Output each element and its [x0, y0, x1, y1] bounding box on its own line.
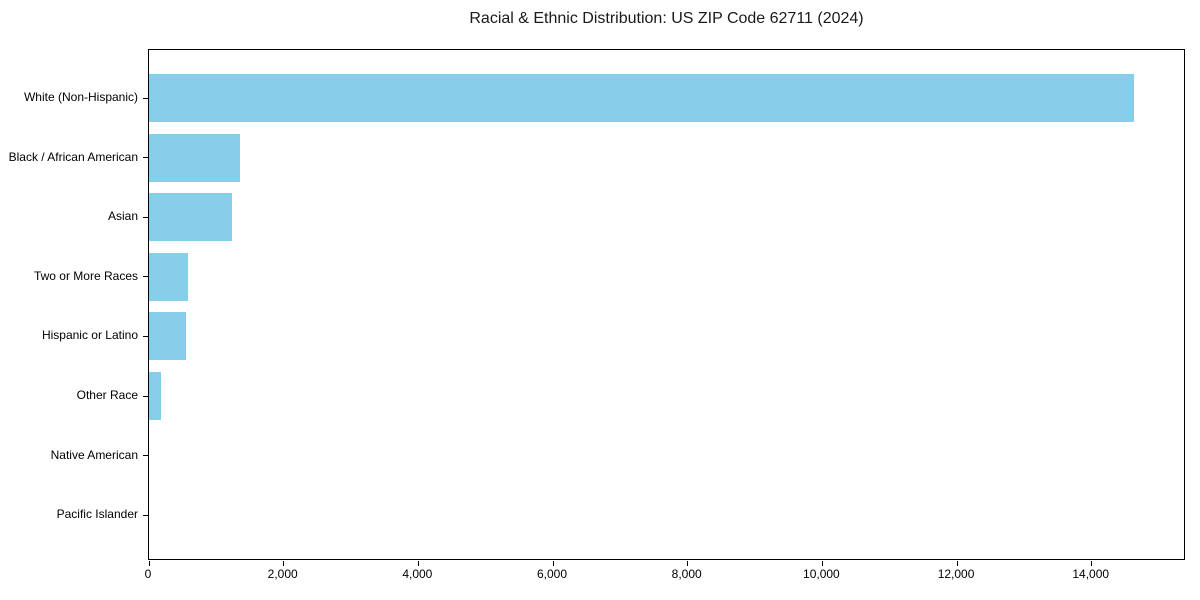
y-tick-asian	[143, 216, 148, 218]
x-tick-8-000	[687, 561, 689, 566]
x-tick-label-14-000: 14,000	[1072, 567, 1110, 581]
x-tick-14-000	[1091, 561, 1093, 566]
bar-two-or-more-races	[149, 252, 188, 301]
bar-asian	[149, 193, 233, 242]
y-tick-two-or-more-races	[143, 276, 148, 278]
x-tick-0	[148, 561, 150, 566]
x-tick-2-000	[283, 561, 285, 566]
x-tick-label-10-000: 10,000	[803, 567, 840, 581]
y-tick-pacific-islander	[143, 514, 148, 516]
y-label-other-race: Other Race	[76, 388, 138, 402]
plot-area	[143, 49, 1185, 566]
bar-white-non-hispanic	[149, 74, 1135, 122]
bar-other-race	[149, 372, 161, 420]
y-label-black-african-american: Black / African American	[8, 149, 138, 164]
y-tick-native-american	[143, 455, 148, 457]
bar-black-african-american	[149, 133, 241, 182]
x-tick-label-2-000: 2,000	[267, 567, 298, 581]
y-label-pacific-islander: Pacific Islander	[56, 507, 138, 522]
x-tick-10-000	[821, 561, 823, 566]
y-label-white-non-hispanic: White (Non-Hispanic)	[23, 90, 138, 104]
x-tick-label-6-000: 6,000	[537, 567, 568, 581]
x-tick-label-0: 0	[144, 567, 152, 581]
y-label-hispanic-or-latino: Hispanic or Latino	[41, 328, 138, 343]
x-tick-label-8-000: 8,000	[671, 567, 702, 581]
y-label-two-or-more-races: Two or More Races	[33, 268, 138, 283]
y-tick-white-non-hispanic	[143, 97, 148, 99]
y-label-native-american: Native American	[50, 447, 138, 462]
y-tick-black-african-american	[143, 157, 148, 159]
y-label-asian: Asian	[107, 209, 138, 224]
y-tick-other-race	[143, 395, 148, 397]
x-tick-6-000	[552, 561, 554, 566]
x-tick-label-12-000: 12,000	[937, 567, 975, 581]
chart-title: Racial & Ethnic Distribution: US ZIP Cod…	[469, 10, 864, 27]
bar-hispanic-or-latino	[149, 312, 186, 361]
x-tick-12-000	[956, 561, 958, 566]
x-tick-label-4-000: 4,000	[402, 567, 433, 581]
y-tick-hispanic-or-latino	[143, 335, 148, 337]
x-tick-4-000	[417, 561, 419, 566]
